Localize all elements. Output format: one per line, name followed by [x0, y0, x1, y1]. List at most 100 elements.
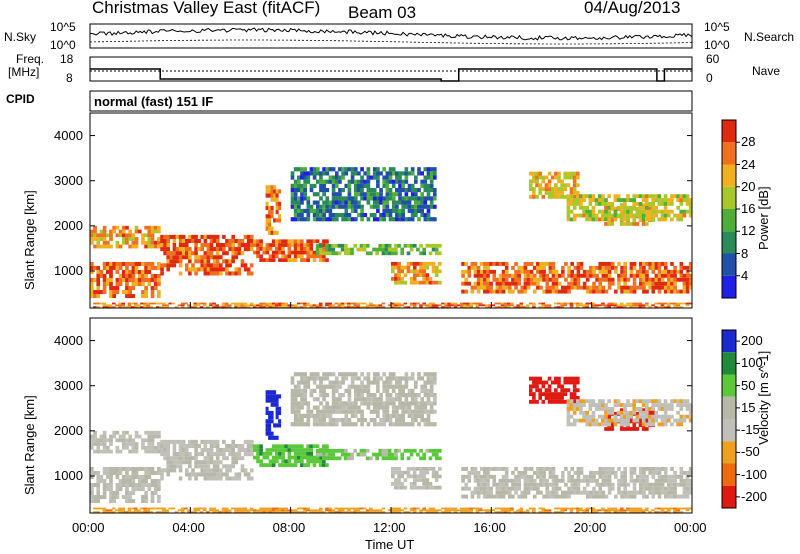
power-cell — [212, 267, 217, 272]
velocity-cell — [125, 474, 129, 479]
power-cell — [554, 175, 558, 180]
velocity-cell — [682, 482, 687, 487]
xtick-label: 20:00 — [573, 520, 607, 535]
velocity-cell — [191, 456, 195, 461]
velocity-cell — [328, 384, 333, 389]
power-cell — [479, 281, 484, 286]
power-cell — [322, 208, 326, 213]
power-cell — [673, 265, 677, 270]
velocity-cell — [607, 478, 612, 483]
velocity-cell — [472, 507, 477, 510]
velocity-cell — [128, 438, 133, 443]
velocity-cell — [404, 393, 409, 398]
velocity-cell — [312, 463, 317, 467]
velocity-cell — [341, 405, 345, 410]
power-cell — [575, 194, 580, 199]
power-cell — [607, 306, 611, 308]
power-cell — [180, 304, 185, 307]
power-cell — [657, 217, 662, 222]
power-cell — [508, 289, 512, 294]
velocity-cell — [570, 478, 574, 483]
velocity-cell — [246, 443, 251, 448]
velocity-cell — [155, 507, 160, 510]
power-colorbar — [721, 119, 740, 299]
velocity-cell — [387, 456, 392, 461]
power-cell — [115, 244, 120, 249]
velocity-cell — [406, 466, 411, 471]
velocity-cell — [256, 509, 260, 512]
velocity-cell — [635, 418, 640, 423]
power-cell — [281, 250, 285, 255]
velocity-cell — [366, 405, 371, 410]
power-cell — [422, 269, 426, 274]
velocity-cell — [410, 376, 415, 381]
velocity-cell — [510, 509, 514, 512]
velocity-cell — [579, 478, 584, 483]
velocity-cell — [338, 418, 342, 423]
power-cell — [102, 278, 107, 283]
velocity-cell — [417, 422, 421, 427]
velocity-cell — [306, 384, 311, 389]
velocity-cell — [147, 466, 152, 471]
velocity-cell — [325, 463, 329, 467]
velocity-cell — [102, 491, 107, 496]
velocity-cell — [109, 487, 113, 492]
power-cell — [306, 246, 310, 251]
velocity-cell — [134, 430, 139, 435]
velocity-cell — [253, 509, 257, 512]
velocity-cell — [601, 509, 605, 512]
power-cell — [391, 204, 396, 209]
velocity-cell — [644, 422, 649, 427]
velocity-cell — [328, 409, 333, 414]
power-cell — [419, 273, 423, 278]
velocity-cell — [598, 470, 603, 475]
power-cell — [224, 306, 229, 308]
power-cell — [199, 306, 204, 308]
power-cell — [632, 273, 637, 278]
velocity-cell — [344, 418, 349, 423]
velocity-cell — [278, 423, 282, 428]
power-cell — [569, 175, 574, 180]
velocity-colorbar-cell — [722, 374, 736, 397]
velocity-cell — [296, 451, 301, 456]
power-cell — [181, 251, 186, 256]
velocity-cell — [666, 406, 671, 411]
velocity-cell — [467, 474, 472, 479]
velocity-cell — [376, 413, 380, 418]
power-cell — [566, 213, 571, 218]
velocity-cell — [476, 470, 481, 475]
power-cell — [105, 282, 110, 287]
velocity-cell — [222, 472, 226, 477]
power-cell — [319, 183, 323, 188]
power-cell — [356, 306, 361, 308]
velocity-cell — [130, 511, 135, 513]
power-cell — [360, 204, 364, 209]
velocity-cell — [470, 490, 475, 495]
velocity-cell — [507, 507, 511, 510]
velocity-cell — [588, 507, 593, 510]
power-cell — [328, 200, 333, 205]
velocity-cell — [654, 414, 659, 419]
noise-lo-tick-right: 10^0 — [704, 38, 730, 52]
velocity-cell — [246, 448, 251, 453]
velocity-cell — [397, 448, 401, 453]
velocity-cell — [557, 376, 561, 381]
power-cell — [548, 277, 553, 282]
power-cell — [548, 261, 553, 266]
power-cell — [438, 304, 442, 307]
power-cell — [685, 201, 690, 206]
power-cell — [256, 250, 260, 255]
power-cell — [660, 217, 665, 222]
velocity-cell — [112, 466, 117, 471]
power-cell — [585, 289, 590, 294]
velocity-cell — [663, 486, 668, 491]
velocity-cell — [334, 401, 339, 406]
power-cell — [309, 208, 314, 213]
velocity-cell — [434, 452, 439, 457]
power-cell — [414, 204, 418, 209]
velocity-cell — [591, 418, 596, 423]
power-cell — [432, 217, 437, 222]
power-cell — [105, 306, 110, 308]
power-cell — [663, 289, 668, 294]
power-cell — [381, 302, 386, 305]
